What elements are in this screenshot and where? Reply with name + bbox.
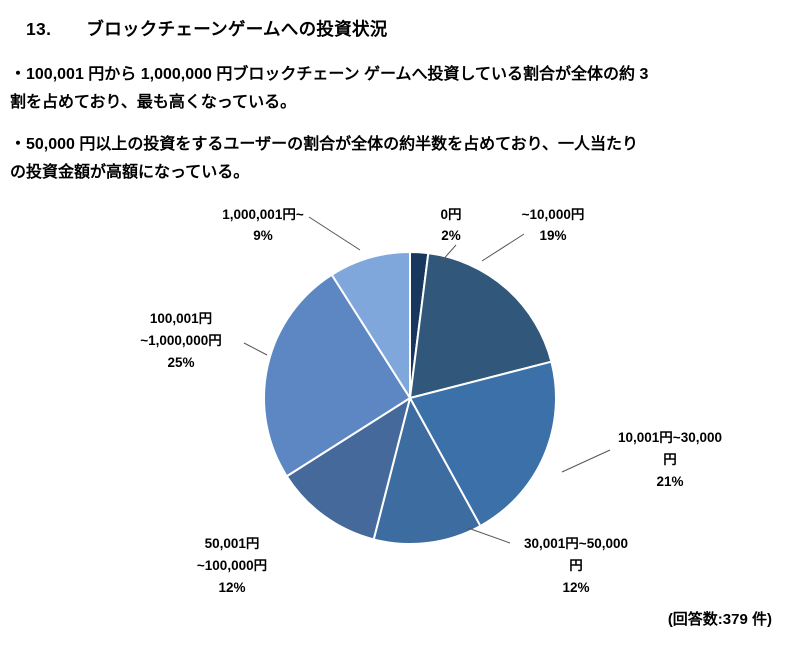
pie-slice-6 — [330, 251, 411, 400]
pie-slice-2 — [409, 360, 557, 528]
pie-slice-3 — [372, 397, 482, 546]
page-title: 13. ブロックチェーンゲームへの投資状況 — [26, 16, 780, 41]
pie-leader-line-1 — [481, 233, 525, 262]
pie-leader-line-6 — [308, 216, 361, 251]
paragraph-line: ・100,001 円から 1,000,000 円ブロックチェーン ゲームへ投資し… — [10, 66, 649, 83]
paragraph-line: 割を占めており、最も高くなっている。 — [10, 93, 297, 111]
insight-paragraph-2: ・50,000 円以上の投資をするユーザーの割合が全体の約半数を占めており、一人… — [10, 131, 780, 186]
heading-text: ブロックチェーンゲームへの投資状況 — [86, 19, 388, 39]
pie-slice-1 — [409, 252, 553, 400]
pie-leader-line-0 — [440, 244, 457, 263]
heading-number: 13. — [26, 19, 52, 39]
pie-slice-4 — [285, 397, 411, 541]
pie-leader-line-3 — [467, 527, 511, 544]
pie-label-2: 10,001円~30,000 円 21% — [618, 430, 722, 489]
pie-label-4: 50,001円~100,000円 12% — [197, 536, 267, 595]
paragraph-line: ・50,000 円以上の投資をするユーザーの割合が全体の約半数を占めており、一人… — [10, 136, 638, 154]
pie-leader-line-5 — [243, 342, 268, 356]
pie-label-0: 0円 2% — [440, 207, 461, 243]
paragraph-line: の投資金額が高額になっている。 — [10, 163, 250, 181]
investment-pie-chart-area: 0円 2% ~10,000円 19% 10,001円~30,000 円 21% 30,001円… — [10, 201, 780, 612]
pie-label-1: ~10,000円 19% — [522, 207, 585, 243]
pie-label-3: 30,001円~50,000 円 12% — [524, 536, 628, 595]
pie-label-6: 1,000,001円~ 9% — [222, 207, 304, 243]
pie-leader-line-2 — [561, 449, 611, 473]
response-count: (回答数:379 件) — [667, 611, 772, 629]
pie-slice-5 — [263, 273, 411, 478]
pie-label-5: 100,001円~1,000,000円 25% — [140, 311, 221, 370]
investment-pie-chart: 0円 2% ~10,000円 19% 10,001円~30,000 円 21% 30,001円… — [140, 207, 722, 595]
insight-paragraph-1: ・100,001 円から 1,000,000 円ブロックチェーン ゲームへ投資し… — [10, 61, 780, 116]
